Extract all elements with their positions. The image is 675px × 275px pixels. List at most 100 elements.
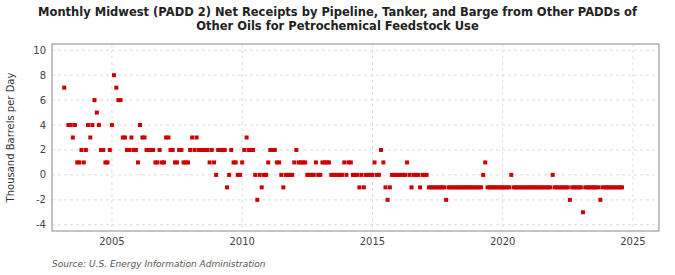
point	[277, 160, 281, 164]
point	[171, 148, 175, 152]
point	[129, 136, 133, 140]
x-tick-label: 2025	[620, 236, 645, 247]
point	[162, 160, 166, 164]
point	[314, 160, 318, 164]
point	[245, 136, 249, 140]
point	[136, 160, 140, 164]
grid-line	[52, 100, 659, 101]
point	[349, 160, 353, 164]
grid-line	[111, 44, 112, 231]
point	[425, 173, 429, 177]
chart: Monthly Midwest (PADD 2) Net Receipts by…	[0, 0, 675, 275]
y-tick-label: 4	[40, 120, 46, 131]
point	[260, 185, 264, 189]
point	[82, 160, 86, 164]
point	[253, 173, 257, 177]
grid-line	[632, 44, 633, 231]
y-tick-label: 2	[40, 144, 46, 155]
point	[566, 185, 570, 189]
point	[92, 98, 96, 102]
point	[195, 136, 199, 140]
grid-line	[52, 149, 659, 150]
grid-line	[52, 224, 659, 225]
point	[151, 148, 155, 152]
point	[225, 185, 229, 189]
point	[327, 160, 331, 164]
point	[312, 173, 316, 177]
grid-line	[242, 44, 243, 231]
point	[229, 148, 233, 152]
point	[383, 185, 387, 189]
point	[62, 86, 66, 90]
point	[418, 185, 422, 189]
point	[112, 73, 116, 77]
point	[240, 160, 244, 164]
point	[340, 173, 344, 177]
point	[509, 173, 513, 177]
y-axis-label: Thousand Barrels per Day	[5, 73, 16, 204]
point	[88, 136, 92, 140]
point	[242, 148, 246, 152]
x-tick-label: 2010	[229, 236, 254, 247]
point	[73, 123, 77, 127]
point	[186, 160, 190, 164]
point	[188, 148, 192, 152]
point	[110, 123, 114, 127]
point	[84, 148, 88, 152]
point	[212, 160, 216, 164]
point	[507, 185, 511, 189]
point	[405, 160, 409, 164]
point	[266, 160, 270, 164]
point	[581, 210, 585, 214]
point	[303, 160, 307, 164]
point	[579, 185, 583, 189]
point	[69, 123, 73, 127]
source: Source: U.S. Energy Information Administ…	[52, 259, 266, 269]
y-tick-label: 10	[33, 45, 46, 56]
point	[227, 173, 231, 177]
point	[175, 160, 179, 164]
point	[138, 123, 142, 127]
point	[223, 148, 227, 152]
points	[62, 73, 624, 214]
point	[142, 136, 146, 140]
point	[388, 185, 392, 189]
point	[359, 173, 363, 177]
point	[101, 148, 105, 152]
point	[108, 148, 112, 152]
point	[598, 198, 602, 202]
point	[294, 148, 298, 152]
point	[370, 173, 374, 177]
x-tick-label: 2015	[360, 236, 385, 247]
point	[381, 160, 385, 164]
point	[318, 173, 322, 177]
point	[279, 173, 283, 177]
y-tick-label: 6	[40, 95, 46, 106]
point	[442, 185, 446, 189]
point	[179, 148, 183, 152]
point	[238, 173, 242, 177]
point	[479, 185, 483, 189]
point	[548, 185, 552, 189]
point	[190, 136, 194, 140]
point	[193, 148, 197, 152]
point	[86, 123, 90, 127]
grid-line	[502, 44, 503, 231]
point	[127, 148, 131, 152]
point	[568, 198, 572, 202]
point	[156, 160, 160, 164]
point	[77, 160, 81, 164]
point	[410, 185, 414, 189]
title-line: Monthly Midwest (PADD 2) Net Receipts by…	[38, 5, 638, 19]
x-tick-label: 2005	[99, 236, 124, 247]
point	[119, 98, 123, 102]
point	[105, 160, 109, 164]
point	[255, 198, 259, 202]
point	[234, 160, 238, 164]
point	[444, 198, 448, 202]
y-tick-label: 0	[40, 169, 46, 180]
point	[264, 173, 268, 177]
y-tick-label: -2	[36, 194, 46, 205]
point	[407, 173, 411, 177]
point	[342, 160, 346, 164]
